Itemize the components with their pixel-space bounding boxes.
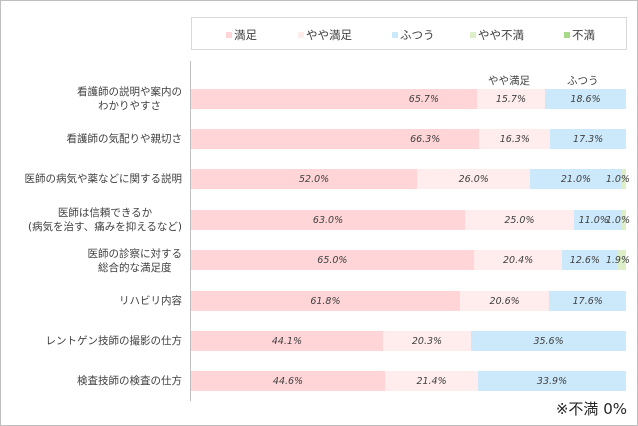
bar-segment-satisfied: 66.3% [191,129,480,149]
legend-item-neutral: ふつう [392,27,435,43]
row-label-line1: レントゲン技師の撮影の仕方 [45,335,183,347]
bar-segment-somewhat-satisfied: 15.7% [476,89,546,109]
row-label: 看護師の気配りや親切さ [67,132,183,146]
legend-label: 満足 [234,28,257,42]
bar-segment-somewhat-dissatisfied: 1.0% [606,210,630,230]
bar-segment-somewhat-satisfied: 21.4% [385,371,479,391]
row-label-line1: 看護師の気配りや親切さ [66,133,183,145]
legend-item-somewhat-satisfied: やや満足 [298,27,352,43]
bar-segment-somewhat-satisfied: 20.4% [473,250,563,270]
legend-label: ふつう [400,28,435,42]
row-label: リハビリ内容 [119,294,182,308]
bar-segment-satisfied: 44.6% [191,371,385,391]
bar-segment-neutral: 17.3% [550,129,626,149]
legend-item-somewhat-dissatisfied: やや不満 [470,27,524,43]
row-label: 医師の病気や薬などに関する説明 [25,172,183,186]
stacked-bar: 65.0% 20.4% 12.6% 1.9% [191,250,630,270]
chart-legend: 満足 やや満足 ふつう やや不満 不満 [191,17,627,50]
bar-segment-satisfied: 44.1% [191,331,383,351]
stacked-bar: 44.6% 21.4% 33.9% [191,371,626,391]
legend-swatch-icon [470,32,476,38]
legend-label: やや満足 [306,28,352,42]
bar-segment-somewhat-dissatisfied: 1.0% [606,169,630,189]
row-label-line1: リハビリ内容 [119,295,182,307]
legend-item-satisfied: 満足 [226,27,257,43]
stacked-bar: 66.3% 16.3% 17.3% [191,129,626,149]
bar-segment-neutral: 12.6% [562,250,618,270]
bar-segment-neutral: 17.6% [549,291,626,311]
legend-item-dissatisfied: 不満 [564,27,595,43]
column-header-neutral: ふつう [567,75,599,87]
row-label-line2: 総合的な満足度 [98,262,172,274]
legend-swatch-icon [298,32,304,38]
footnote: ※不満 0% [555,400,627,418]
category-axis [190,61,191,401]
row-label: 医師の診察に対する 総合的な満足度 [88,247,183,275]
bar-segment-somewhat-satisfied: 26.0% [417,169,531,189]
row-label: 医師は信頼できるか (病気を治す、痛みを抑えるなど) [28,206,182,234]
row-label-line1: 医師の病気や薬などに関する説明 [24,173,183,185]
stacked-bar: 44.1% 20.3% 35.6% [191,331,626,351]
row-label-line2: わかりやすさ [98,100,161,112]
bar-segment-satisfied: 63.0% [191,210,466,230]
bar-segment-satisfied: 52.0% [191,169,418,189]
stacked-bar: 63.0% 25.0% 11.0% 1.0% [191,210,630,230]
stacked-bar: 61.8% 20.6% 17.6% [191,291,626,311]
bar-segment-somewhat-satisfied: 16.3% [479,129,551,149]
bar-segment-satisfied: 65.7% [191,89,477,109]
row-label-line2: (病気を治す、痛みを抑えるなど) [27,221,182,233]
bar-segment-somewhat-satisfied: 20.6% [459,291,550,311]
row-label-line1: 医師は信頼できるか [57,207,153,219]
row-label: 検査技師の検査の仕方 [77,374,182,388]
bar-segment-neutral: 35.6% [471,331,626,351]
row-label-line1: 検査技師の検査の仕方 [77,375,182,387]
bar-segment-neutral: 18.6% [545,89,626,109]
legend-swatch-icon [564,32,570,38]
stacked-bar: 65.7% 15.7% 18.6% [191,89,626,109]
bar-segment-somewhat-satisfied: 25.0% [465,210,574,230]
bar-segment-neutral: 11.0% [573,210,622,230]
bar-segment-neutral: 21.0% [530,169,622,189]
bar-segment-satisfied: 61.8% [191,291,460,311]
row-label-line1: 医師の診察に対する [87,248,183,260]
row-label: 看護師の説明や案内の わかりやすさ [77,85,182,113]
legend-label: 不満 [572,28,595,42]
legend-swatch-icon [392,32,398,38]
stacked-bar: 52.0% 26.0% 21.0% 1.0% [191,169,630,189]
row-label: レントゲン技師の撮影の仕方 [46,334,183,348]
column-header-somewhat-satisfied: やや満足 [488,75,530,87]
bar-segment-somewhat-satisfied: 20.3% [382,331,472,351]
legend-label: やや不満 [478,28,524,42]
bar-segment-somewhat-dissatisfied: 1.9% [606,250,630,270]
row-label-line1: 看護師の説明や案内の [77,86,182,98]
bar-segment-satisfied: 65.0% [191,250,474,270]
legend-swatch-icon [226,32,232,38]
bar-segment-neutral: 33.9% [478,371,626,391]
